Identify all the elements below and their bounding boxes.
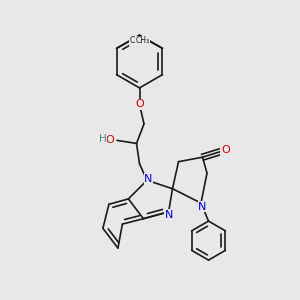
Text: N: N [164, 210, 173, 220]
Text: O: O [135, 99, 144, 110]
Text: CH₃: CH₃ [129, 36, 143, 45]
Text: O: O [221, 145, 230, 155]
Text: O: O [105, 135, 114, 146]
Text: CH₃: CH₃ [136, 36, 150, 45]
Text: N: N [144, 174, 153, 184]
Text: H: H [99, 134, 106, 144]
Text: N: N [198, 202, 207, 212]
